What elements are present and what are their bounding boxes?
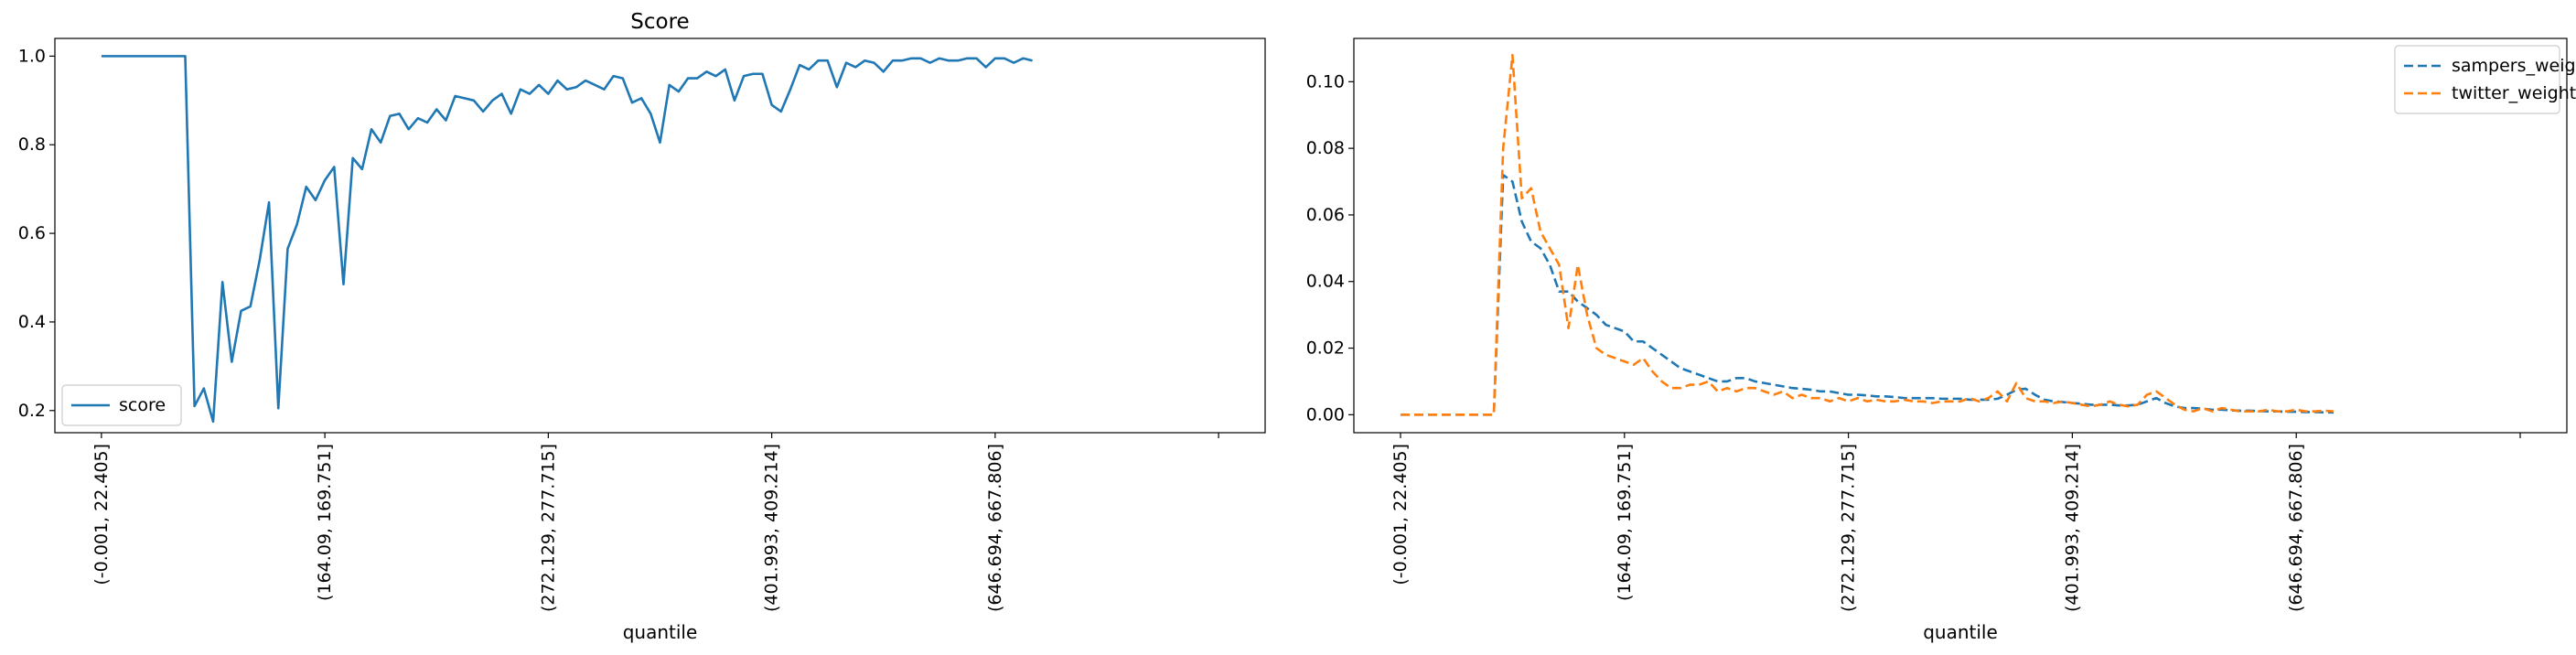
legend-label: twitter_weight [2452, 83, 2576, 103]
plot-frame [54, 38, 1266, 434]
y-tick-label: 0.4 [18, 312, 46, 332]
legend-label: sampers_weight [2452, 56, 2576, 76]
y-tick-label: 0.2 [18, 401, 46, 421]
x-tick-label: (401.993, 409.214] [2062, 444, 2082, 612]
legend: sampers_weight twitter_weight [2394, 45, 2576, 114]
chart-panel-2: 0.00 0.02 0.04 0.06 0.08 0.10 (-0.001, 22.405]… [1306, 38, 2576, 643]
series-line-twitter_weight [1401, 53, 2334, 416]
x-tick-label: (164.09, 169.751] [315, 444, 335, 601]
x-tick-label: (646.694, 667.806] [985, 444, 1005, 612]
x-axis-title: quantile [1923, 621, 1998, 643]
plot-frame [1353, 38, 2568, 434]
x-tick-label: (272.129, 277.715] [538, 444, 558, 612]
legend-box [2394, 45, 2560, 114]
y-tick-label: 0.10 [1306, 71, 1345, 91]
legend-box [61, 384, 182, 426]
y-tick-label: 1.0 [18, 46, 46, 66]
series-line-score [101, 55, 1033, 424]
y-tick-label: 0.6 [18, 223, 46, 243]
x-tick-label: (272.129, 277.715] [1839, 444, 1859, 612]
y-tick-label: 0.02 [1306, 338, 1345, 359]
series-line-sampers_weight [1401, 173, 2334, 416]
legend-label: score [119, 395, 166, 415]
chart-panel-1: Score 0.2 0.4 0.6 0.8 1.0 (-0.001, 22.405] (164… [18, 10, 1266, 643]
y-tick-label: 0.04 [1306, 272, 1345, 292]
x-tick-label: (164.09, 169.751] [1615, 444, 1635, 601]
x-tick-label: (646.694, 667.806] [2286, 444, 2306, 612]
y-tick-label: 0.06 [1306, 205, 1345, 225]
y-tick-label: 0.00 [1306, 404, 1345, 424]
legend: score [61, 384, 182, 426]
y-tick-label: 0.8 [18, 134, 46, 155]
x-axis-title: quantile [623, 621, 698, 643]
x-tick-label: (-0.001, 22.405] [1390, 444, 1411, 585]
x-tick-label: (-0.001, 22.405] [91, 444, 112, 585]
y-tick-label: 0.08 [1306, 138, 1345, 158]
chart-title: Score [630, 10, 689, 34]
x-tick-label: (401.993, 409.214] [762, 444, 782, 612]
